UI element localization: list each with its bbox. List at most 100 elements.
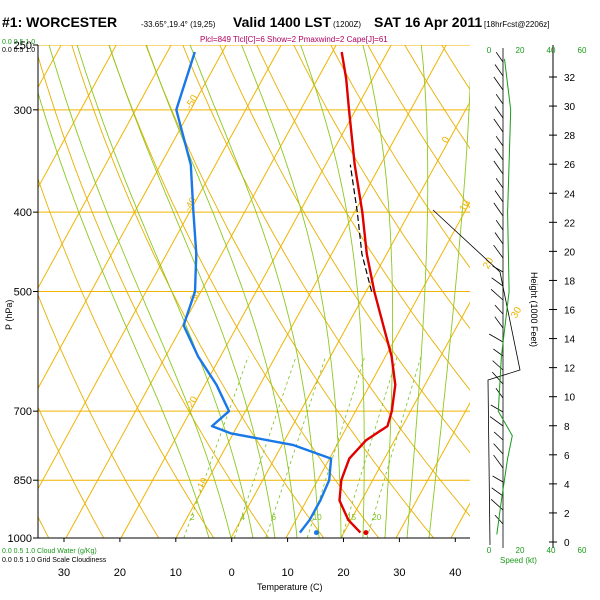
dry-adiabat-line (38, 54, 270, 538)
wind-barb (494, 106, 504, 119)
surface-dewpoint-marker (313, 530, 319, 536)
wind-barb (495, 135, 504, 147)
moist-adiabat-line (108, 45, 276, 538)
temperature-line (338, 51, 397, 534)
wind-barb (491, 277, 504, 287)
dewpoint-line (175, 51, 333, 534)
wind-barb (495, 93, 504, 105)
temperature-axis: 30 20 10 0 10 20 30 40 (58, 538, 461, 579)
cloud-water-legend: 0.0 0.5 1.0 Cloud Water (g/Kg) (2, 548, 97, 555)
temperature-tick-label: 20 (337, 567, 349, 579)
temperature-tick-label: 20 (114, 567, 126, 579)
wind-barb (493, 160, 504, 175)
forecast-date: SAT 16 Apr 2011 (374, 14, 482, 30)
dry-adiabat-line (0, 31, 2, 556)
dry-adiabat-line (330, 45, 470, 269)
speed-tick-label-top: 20 (516, 46, 525, 55)
pressure-tick-label: 850 (14, 475, 32, 487)
wind-barb (493, 454, 504, 469)
temperature-tick-label: 0 (229, 567, 235, 579)
forecast-hours: [18hrFcst@2206z] (484, 20, 549, 29)
pressure-tick-label: 300 (14, 105, 32, 117)
valid-time: Valid 1400 LST (233, 14, 331, 30)
dry-adiabat-line (219, 45, 470, 454)
wind-barb (494, 232, 504, 245)
mixing-ratio-label: 15 (347, 513, 356, 522)
header: #1: WORCESTER -33.65°,19.4° (19,25) Vali… (2, 14, 549, 564)
height-tick-label: 10 (564, 393, 576, 404)
pressure-tick-label: 400 (14, 207, 32, 219)
temperature-tick-label: 30 (58, 567, 70, 579)
height-tick-label: 20 (564, 247, 576, 258)
wind-barb (494, 316, 504, 329)
dry-adiabat-line (38, 177, 215, 538)
isotherm-line (0, 45, 6, 538)
mixing-ratio-line (233, 356, 297, 538)
wind-barb (491, 487, 504, 497)
surface-temperature-marker (363, 530, 369, 536)
isotherm-line (65, 45, 337, 538)
dry-adiabat-line (182, 45, 470, 517)
mixing-ratio-line (265, 356, 327, 538)
height-tick-label: 16 (564, 306, 576, 317)
station-coords: -33.65°,19.4° (19,25) (141, 20, 216, 29)
isotherm-line (395, 401, 470, 538)
moist-adiabat-line (76, 45, 254, 538)
pressure-axis-label: P (hPa) (4, 300, 14, 330)
profiles (175, 51, 397, 536)
wind-barb (495, 177, 504, 189)
height-tick-label: 22 (564, 218, 576, 229)
dry-adiabat-line (38, 293, 160, 538)
isotherm-label: 20 (481, 255, 496, 271)
mixing-ratio-label: 6 (272, 513, 277, 522)
mixing-ratio-label: 2 (190, 513, 195, 522)
height-tick-label: 0 (564, 538, 570, 549)
height-tick-label: 32 (564, 73, 576, 84)
cloud-scale-top-black: 0.0 0.5 1.0 (2, 47, 35, 54)
isotherm-line (285, 201, 470, 538)
wind-barb (489, 416, 504, 427)
mixing-ratio-labels: 2 4 6 10 15 20 (190, 513, 382, 522)
height-tick-label: 4 (564, 480, 570, 491)
mixing-ratio-line (183, 356, 249, 538)
wind-barb (495, 219, 504, 231)
dry-adiabat-line (71, 45, 325, 538)
height-axis-label: Height (1000 Feet) (529, 272, 539, 347)
wind-barb (494, 64, 504, 77)
station-title: #1: WORCESTER (2, 14, 117, 30)
wind-barb (492, 360, 504, 371)
wind-barb (490, 288, 504, 301)
height-tick-label: 18 (564, 276, 576, 287)
wind-barb (494, 190, 504, 203)
speed-axis-label: Speed (kt) (500, 556, 537, 565)
height-tick-label: 14 (564, 335, 576, 346)
mixing-ratio-line (341, 356, 398, 538)
dry-adiabat-line (367, 45, 470, 209)
height-tick-label: 2 (564, 509, 570, 520)
moist-adiabat-line (428, 77, 470, 538)
barb-envelope-line (432, 209, 521, 546)
temperature-tick-label: 10 (281, 567, 293, 579)
wind-barb (491, 371, 504, 385)
moist-adiabat-line (145, 45, 298, 538)
cloudiness-legend: 0.0 0.5 1.0 Grid Scale Cloudiness (2, 557, 107, 564)
wind-barb (488, 333, 504, 343)
temperature-axis-label: Temperature (C) (257, 582, 323, 592)
pressure-tick-label: 500 (14, 287, 32, 299)
wind-barb (493, 443, 504, 455)
height-tick-label: 24 (564, 189, 576, 200)
dry-adiabat-line (108, 45, 380, 538)
isotherm-line (38, 45, 172, 290)
moist-adiabat-line (38, 91, 210, 538)
height-tick-label: 28 (564, 131, 576, 142)
wind-barb (493, 431, 504, 441)
isotherm-line (450, 502, 470, 538)
mixing-ratio-label: 4 (240, 513, 245, 522)
wind-barb (490, 498, 504, 511)
temperature-tick-label: 10 (170, 567, 182, 579)
wind-barb (493, 118, 504, 133)
moist-adiabat-line (362, 45, 394, 538)
